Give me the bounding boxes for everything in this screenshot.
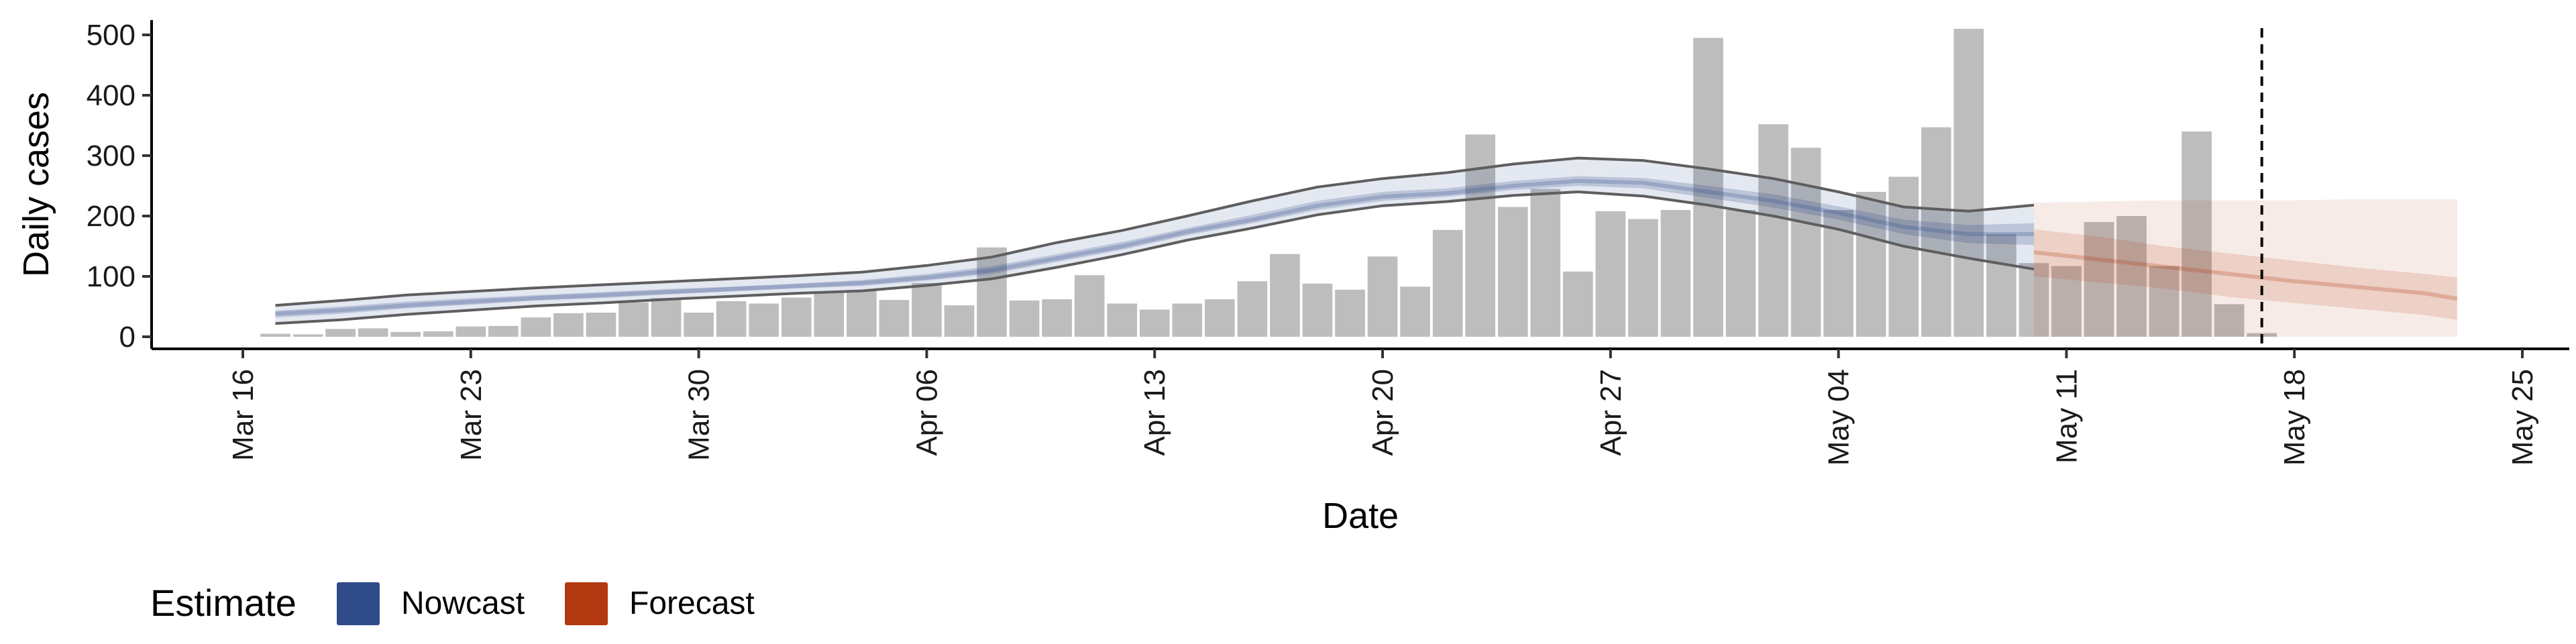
x-tick-label: May 04 bbox=[1823, 369, 1856, 466]
legend-title: Estimate bbox=[150, 582, 297, 624]
x-tick-label: Mar 16 bbox=[227, 369, 260, 461]
bar bbox=[1986, 234, 2017, 337]
bar bbox=[521, 317, 551, 337]
bar bbox=[586, 313, 616, 337]
estimate-band-layer bbox=[275, 158, 2458, 337]
y-tick-label: 100 bbox=[87, 260, 136, 293]
bar bbox=[1562, 271, 1593, 337]
estimate-line-layer bbox=[275, 156, 2035, 325]
x-tick-label: Mar 30 bbox=[683, 369, 716, 461]
bar bbox=[716, 301, 747, 337]
nowcast-median-line bbox=[275, 178, 2034, 316]
y-tick-label: 400 bbox=[87, 79, 136, 112]
legend-label-forecast: Forecast bbox=[629, 586, 755, 621]
bar bbox=[1628, 219, 1658, 337]
bar bbox=[814, 291, 845, 337]
legend-label-nowcast: Nowcast bbox=[401, 586, 525, 621]
bar bbox=[2051, 266, 2082, 337]
x-tick-label: May 11 bbox=[2050, 369, 2083, 464]
x-tick-label: Apr 13 bbox=[1138, 369, 1171, 456]
bar bbox=[488, 325, 519, 337]
bar bbox=[325, 329, 356, 337]
forecast-outer-band bbox=[2033, 199, 2457, 337]
bar bbox=[455, 326, 486, 337]
bar bbox=[1953, 29, 1984, 337]
nowcast-upper-line bbox=[275, 156, 2035, 307]
bar bbox=[2084, 222, 2114, 337]
bar bbox=[390, 331, 421, 337]
bar bbox=[2149, 266, 2180, 337]
bar bbox=[1693, 38, 1723, 337]
bar bbox=[1790, 148, 1821, 337]
bar bbox=[1367, 256, 1398, 337]
bar bbox=[1400, 286, 1430, 337]
bar bbox=[1921, 127, 1951, 337]
y-tick-label: 0 bbox=[119, 321, 136, 354]
bar bbox=[846, 290, 877, 337]
bar bbox=[781, 297, 812, 337]
bar bbox=[1758, 124, 1788, 337]
bar bbox=[260, 333, 290, 337]
bar bbox=[1139, 309, 1170, 337]
bar bbox=[1856, 192, 1886, 337]
bar bbox=[1172, 303, 1203, 337]
x-tick-label: May 18 bbox=[2278, 369, 2311, 466]
bar bbox=[1465, 134, 1495, 337]
bar bbox=[1660, 210, 1691, 337]
bar bbox=[2116, 216, 2147, 337]
nowcast-inner-band bbox=[275, 176, 2034, 318]
bar bbox=[2019, 263, 2049, 337]
legend-swatch-forecast bbox=[565, 582, 608, 625]
bar bbox=[651, 298, 682, 337]
bar bbox=[1497, 207, 1528, 337]
axes bbox=[150, 20, 2569, 350]
bar bbox=[749, 303, 780, 337]
x-tick-label: Apr 06 bbox=[910, 369, 943, 456]
y-tick-label: 500 bbox=[87, 19, 136, 52]
bar bbox=[1530, 189, 1561, 337]
y-tick-label: 300 bbox=[87, 140, 136, 172]
x-tick-label: May 25 bbox=[2506, 369, 2539, 466]
forecast-inner-band bbox=[2033, 229, 2457, 320]
bar bbox=[1009, 301, 1040, 337]
bar bbox=[1107, 303, 1137, 337]
bar bbox=[944, 305, 975, 337]
y-tick-label: 200 bbox=[87, 200, 136, 233]
bar bbox=[977, 247, 1007, 337]
bar bbox=[553, 313, 584, 337]
bar bbox=[684, 313, 714, 337]
bar bbox=[879, 300, 910, 337]
legend-swatch-nowcast bbox=[337, 582, 380, 625]
x-ticks: Mar 16 Mar 23 Mar 30 Apr 06 Apr 13 Apr 20 Apr … bbox=[227, 349, 2539, 466]
y-ticks: 0 100 200 300 400 500 bbox=[87, 19, 152, 354]
nowcast-lower-line bbox=[275, 190, 2035, 325]
bar bbox=[912, 282, 942, 337]
bar bbox=[619, 302, 649, 337]
bar bbox=[1237, 281, 1268, 337]
bar bbox=[1725, 210, 1756, 337]
bar bbox=[358, 328, 388, 337]
bar bbox=[1042, 299, 1072, 337]
x-tick-label: Apr 20 bbox=[1366, 369, 1399, 456]
x-tick-label: Apr 27 bbox=[1595, 369, 1627, 456]
bar bbox=[1074, 275, 1105, 337]
y-axis-title: Daily cases bbox=[16, 92, 56, 277]
bar bbox=[423, 331, 453, 337]
bar-layer bbox=[260, 29, 2277, 337]
bar bbox=[1302, 283, 1333, 337]
bar bbox=[1432, 229, 1463, 337]
x-axis-title: Date bbox=[1322, 496, 1399, 536]
bar bbox=[1270, 254, 1300, 337]
nowcast-outer-band bbox=[275, 158, 2034, 324]
bar bbox=[1595, 211, 1626, 337]
bar bbox=[1888, 176, 1919, 337]
bar bbox=[1204, 299, 1235, 337]
bar bbox=[1335, 289, 1365, 337]
bar bbox=[2214, 304, 2245, 337]
legend: Estimate Nowcast Forecast bbox=[150, 582, 755, 625]
bar bbox=[2182, 131, 2212, 337]
x-tick-label: Mar 23 bbox=[455, 369, 488, 461]
bar bbox=[292, 334, 323, 337]
